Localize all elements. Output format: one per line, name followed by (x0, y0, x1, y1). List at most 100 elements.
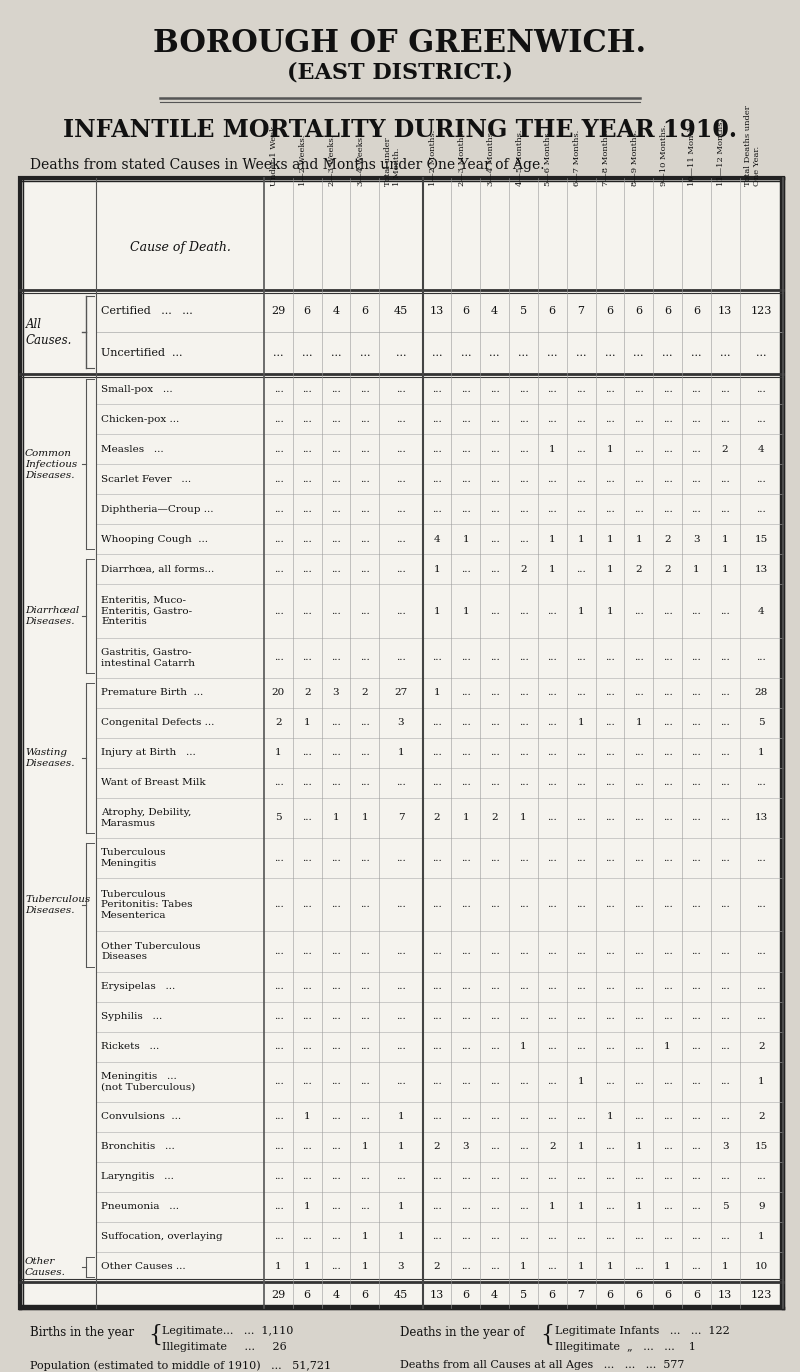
Text: 7: 7 (398, 814, 404, 822)
Text: ...: ... (360, 414, 370, 424)
Text: ...: ... (331, 1172, 341, 1181)
Text: ...: ... (691, 1113, 701, 1121)
Text: ...: ... (547, 1077, 557, 1087)
Text: Other Causes ...: Other Causes ... (101, 1262, 186, 1272)
Text: ...: ... (662, 900, 672, 910)
Text: ...: ... (547, 814, 557, 822)
Text: 1: 1 (578, 719, 585, 727)
Text: ...: ... (396, 475, 406, 484)
Text: ...: ... (605, 1013, 614, 1021)
Text: ...: ... (518, 853, 528, 863)
Text: ...: ... (518, 900, 528, 910)
Text: ...: ... (302, 606, 312, 616)
Text: ...: ... (518, 689, 528, 697)
Text: ...: ... (432, 719, 442, 727)
Text: ...: ... (360, 853, 370, 863)
Text: ...: ... (360, 384, 370, 394)
Text: ...: ... (331, 1143, 341, 1151)
Text: 2: 2 (520, 565, 527, 573)
Text: ...: ... (432, 1077, 442, 1087)
Text: ...: ... (461, 778, 470, 788)
Text: 4: 4 (758, 606, 765, 616)
Text: ...: ... (662, 653, 672, 663)
Text: ...: ... (605, 1232, 614, 1242)
Text: ...: ... (302, 475, 312, 484)
Text: ...: ... (396, 535, 406, 543)
Text: ...: ... (490, 414, 499, 424)
Text: ...: ... (461, 505, 470, 513)
Text: 6: 6 (462, 306, 470, 316)
Text: Want of Breast Milk: Want of Breast Milk (101, 778, 206, 788)
Text: Total Deaths under
One Year.: Total Deaths under One Year. (744, 106, 762, 187)
Text: ...: ... (274, 1013, 283, 1021)
Text: ...: ... (691, 1143, 701, 1151)
Text: ...: ... (547, 475, 557, 484)
Text: Whooping Cough  ...: Whooping Cough ... (101, 535, 208, 543)
Text: ...: ... (396, 900, 406, 910)
Text: Illegitimate     ...     26: Illegitimate ... 26 (162, 1342, 286, 1351)
Text: ...: ... (490, 606, 499, 616)
Text: ...: ... (634, 1172, 643, 1181)
Text: ...: ... (360, 1077, 370, 1087)
Text: 1: 1 (275, 1262, 282, 1272)
Text: ...: ... (302, 1172, 312, 1181)
Text: ...: ... (576, 1043, 586, 1051)
Text: ...: ... (720, 505, 730, 513)
Text: ...: ... (691, 445, 701, 454)
Text: ...: ... (302, 348, 313, 358)
Text: ...: ... (331, 748, 341, 757)
Text: ...: ... (302, 505, 312, 513)
Text: ...: ... (302, 1043, 312, 1051)
Text: 1: 1 (549, 1202, 556, 1211)
Text: ...: ... (634, 653, 643, 663)
Text: 1: 1 (462, 535, 470, 543)
Text: Small-pox   ...: Small-pox ... (101, 384, 173, 394)
Text: 5: 5 (275, 814, 282, 822)
Text: ...: ... (691, 1202, 701, 1211)
Text: ...: ... (662, 1202, 672, 1211)
Text: ...: ... (518, 1013, 528, 1021)
Text: 2: 2 (635, 565, 642, 573)
Text: ...: ... (720, 384, 730, 394)
Text: ...: ... (720, 1043, 730, 1051)
Text: 5: 5 (520, 1290, 527, 1301)
Text: ...: ... (691, 606, 701, 616)
Text: 5—6 Months.: 5—6 Months. (544, 130, 552, 187)
Text: ...: ... (331, 1077, 341, 1087)
Text: ...: ... (360, 900, 370, 910)
Text: ...: ... (547, 1262, 557, 1272)
Text: 4: 4 (333, 306, 339, 316)
Text: 123: 123 (750, 1290, 772, 1301)
Text: 3: 3 (462, 1143, 470, 1151)
Text: ...: ... (605, 1077, 614, 1087)
Text: ...: ... (634, 853, 643, 863)
Text: ...: ... (461, 1232, 470, 1242)
Text: ...: ... (634, 900, 643, 910)
Text: Enteritis, Muco-
Enteritis, Gastro-
Enteritis: Enteritis, Muco- Enteritis, Gastro- Ente… (101, 595, 192, 626)
Text: ...: ... (490, 1113, 499, 1121)
Text: 2: 2 (491, 814, 498, 822)
Text: ...: ... (490, 1172, 499, 1181)
Text: 1: 1 (520, 814, 527, 822)
Text: ...: ... (331, 947, 341, 956)
Text: ...: ... (605, 982, 614, 991)
Text: 6—7 Months.: 6—7 Months. (573, 130, 581, 187)
Text: ...: ... (396, 853, 406, 863)
Text: ...: ... (432, 1202, 442, 1211)
Text: 1: 1 (664, 1043, 671, 1051)
Text: Rickets   ...: Rickets ... (101, 1043, 159, 1051)
Text: 10—11 Months.: 10—11 Months. (688, 119, 696, 187)
Text: ...: ... (720, 719, 730, 727)
Text: ...: ... (605, 1202, 614, 1211)
Text: {: { (148, 1324, 162, 1346)
Text: 2: 2 (758, 1043, 765, 1051)
Text: 1: 1 (578, 1077, 585, 1087)
Text: ...: ... (756, 384, 766, 394)
Text: ...: ... (518, 719, 528, 727)
Text: ...: ... (720, 475, 730, 484)
Text: ...: ... (691, 719, 701, 727)
Text: ...: ... (490, 1143, 499, 1151)
Text: ...: ... (461, 445, 470, 454)
Text: ...: ... (490, 1232, 499, 1242)
Text: ...: ... (605, 778, 614, 788)
